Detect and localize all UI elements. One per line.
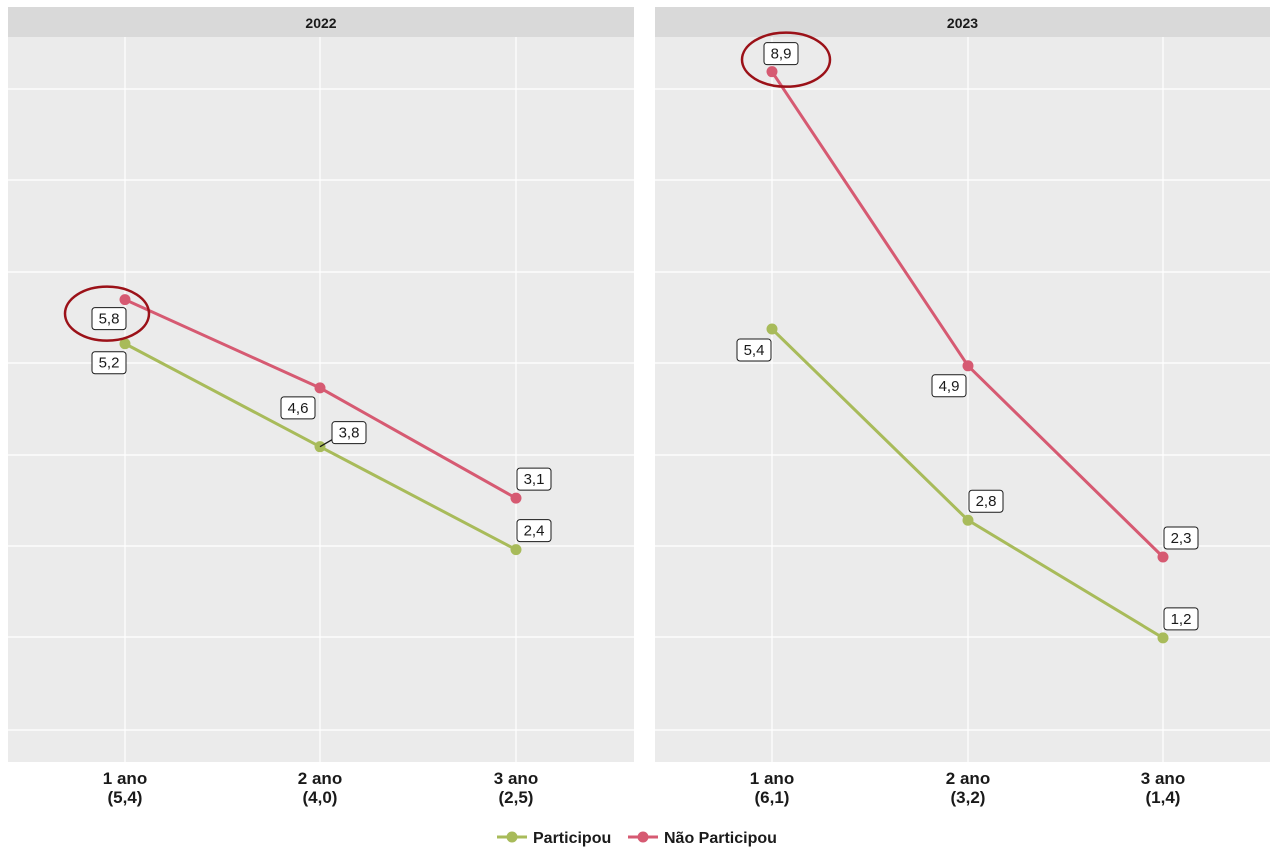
- data-label: 5,2: [99, 355, 120, 372]
- data-point: [766, 66, 778, 78]
- data-label-group: 5,2: [91, 351, 127, 375]
- data-label-group: 4,9: [931, 374, 967, 398]
- data-point: [510, 492, 522, 504]
- data-label-group: 1,2: [1163, 607, 1199, 631]
- highlight-ellipse: [740, 31, 832, 88]
- data-point: [314, 382, 326, 394]
- data-point: [510, 544, 522, 556]
- legend-label: Participou: [533, 830, 611, 847]
- data-label-group: 3,8: [319, 421, 367, 448]
- panel-background: [655, 37, 1270, 762]
- data-point: [766, 323, 778, 335]
- data-label: 5,4: [744, 342, 765, 359]
- panel-2022: 2022 5,2 3,8 2,4 5,8 4,6 3,1 1 ano (5,4) 2 ano (4,…: [8, 7, 634, 807]
- x-tick-label: 1 ano (5,4): [103, 769, 147, 807]
- data-label-box: [1163, 526, 1199, 550]
- x-tick-label: 2 ano (3,2): [946, 769, 990, 807]
- label-leader: [319, 439, 333, 448]
- data-label: 4,6: [288, 400, 309, 417]
- data-label: 3,8: [339, 425, 360, 442]
- legend-key-point: [506, 831, 518, 843]
- data-label-group: 5,4: [736, 338, 772, 362]
- data-label-box: [91, 307, 127, 331]
- panel-strip: [8, 7, 634, 37]
- data-point: [119, 338, 131, 350]
- legend: Participou Não Participou: [497, 830, 777, 847]
- panel-strip: [655, 7, 1270, 37]
- data-label-box: [516, 467, 552, 491]
- data-label: 5,8: [99, 311, 120, 328]
- x-tick-label: 3 ano (2,5): [494, 769, 538, 807]
- data-label-box: [280, 396, 316, 420]
- data-label-group: 4,6: [280, 396, 316, 420]
- x-tick-label: 2 ano (4,0): [298, 769, 342, 807]
- panel-background: [8, 37, 634, 762]
- data-point: [119, 294, 131, 306]
- data-label-group: 5,8: [91, 307, 127, 331]
- legend-item: Não Participou: [628, 830, 777, 847]
- data-label: 8,9: [771, 46, 792, 63]
- data-label-group: 2,8: [968, 489, 1004, 513]
- data-label-box: [1163, 607, 1199, 631]
- data-point: [962, 360, 974, 372]
- legend-key-point: [637, 831, 649, 843]
- data-label-group: 8,9: [763, 42, 799, 66]
- data-label-box: [968, 489, 1004, 513]
- data-label-box: [516, 519, 552, 543]
- x-tick-label: 1 ano (6,1): [750, 769, 794, 807]
- data-label-box: [331, 421, 367, 445]
- x-tick-label: 3 ano (1,4): [1141, 769, 1185, 807]
- panel-title: 2022: [305, 15, 336, 31]
- legend-label: Não Participou: [664, 830, 777, 847]
- data-label-box: [931, 374, 967, 398]
- panel-2023: 2023 5,4 2,8 1,2 8,9 4,9 2,3 1 ano (6,1) 2 ano (3,…: [655, 7, 1270, 807]
- data-point: [962, 514, 974, 526]
- data-label-group: 3,1: [516, 467, 552, 491]
- data-label: 2,8: [976, 493, 997, 510]
- data-point: [1157, 551, 1169, 563]
- data-label: 2,3: [1171, 530, 1192, 547]
- data-label: 1,2: [1171, 611, 1192, 628]
- legend-item: Participou: [497, 830, 611, 847]
- highlight-ellipse: [63, 285, 151, 342]
- data-label: 2,4: [524, 523, 545, 540]
- data-label: 3,1: [524, 471, 545, 488]
- data-label: 4,9: [939, 378, 960, 395]
- data-label-box: [736, 338, 772, 362]
- data-point: [1157, 632, 1169, 644]
- data-label-box: [763, 42, 799, 66]
- data-label-box: [91, 351, 127, 375]
- data-label-group: 2,3: [1163, 526, 1199, 550]
- data-label-group: 2,4: [516, 519, 552, 543]
- panel-title: 2023: [947, 15, 978, 31]
